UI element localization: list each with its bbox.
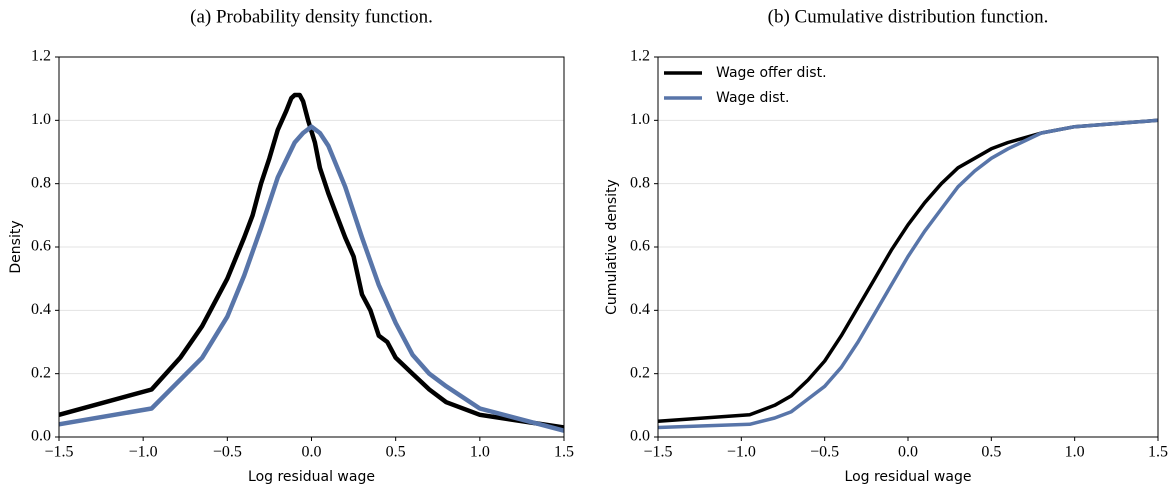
chart-title: (a) Probability density function.: [190, 6, 433, 27]
y-axis-label: Density: [8, 220, 24, 273]
legend-label: Wage offer dist.: [716, 65, 827, 81]
x-tick-label: 1.5: [1148, 444, 1168, 461]
y-tick-label: 0.4: [31, 301, 51, 318]
x-tick-label: 0.0: [302, 444, 322, 461]
series-line: [58, 124, 565, 433]
x-tick-label: −1.0: [727, 444, 756, 461]
x-tick-label: 1.0: [470, 444, 490, 461]
y-axis-label: Cumulative density: [604, 179, 620, 315]
plot-frame: [657, 56, 1159, 438]
y-tick-label: 0.8: [630, 174, 650, 191]
chart-title: (b) Cumulative distribution function.: [768, 6, 1049, 27]
y-tick-label: 0.2: [630, 364, 650, 381]
x-axis-label: Log residual wage: [248, 469, 375, 485]
y-tick-label: 1.2: [31, 48, 51, 65]
y-tick-label: 0.0: [630, 428, 650, 445]
x-tick-label: 1.0: [1065, 444, 1085, 461]
x-tick-label: 0.0: [898, 444, 918, 461]
y-tick-label: 1.0: [630, 111, 650, 128]
x-tick-label: 0.5: [386, 444, 406, 461]
y-tick-label: 0.6: [630, 238, 650, 255]
series-line: [58, 92, 565, 430]
x-tick-label: −1.0: [129, 444, 158, 461]
plot-frame: [58, 56, 565, 438]
series-line: [657, 118, 1159, 423]
x-tick-label: −1.5: [44, 444, 73, 461]
y-tick-label: 0.4: [630, 301, 650, 318]
y-tick-label: 0.6: [31, 238, 51, 255]
x-axis-label: Log residual wage: [845, 469, 972, 485]
y-tick-label: 0.8: [31, 174, 51, 191]
y-tick-label: 1.0: [31, 111, 51, 128]
x-tick-label: 1.5: [554, 444, 574, 461]
x-tick-label: 0.5: [981, 444, 1001, 461]
x-tick-label: −0.5: [213, 444, 242, 461]
x-tick-label: −1.5: [643, 444, 672, 461]
series-line: [657, 118, 1159, 430]
legend-label: Wage dist.: [716, 90, 790, 106]
y-tick-label: 1.2: [630, 48, 650, 65]
y-tick-label: 0.2: [31, 364, 51, 381]
y-tick-label: 0.0: [31, 428, 51, 445]
x-tick-label: −0.5: [810, 444, 839, 461]
